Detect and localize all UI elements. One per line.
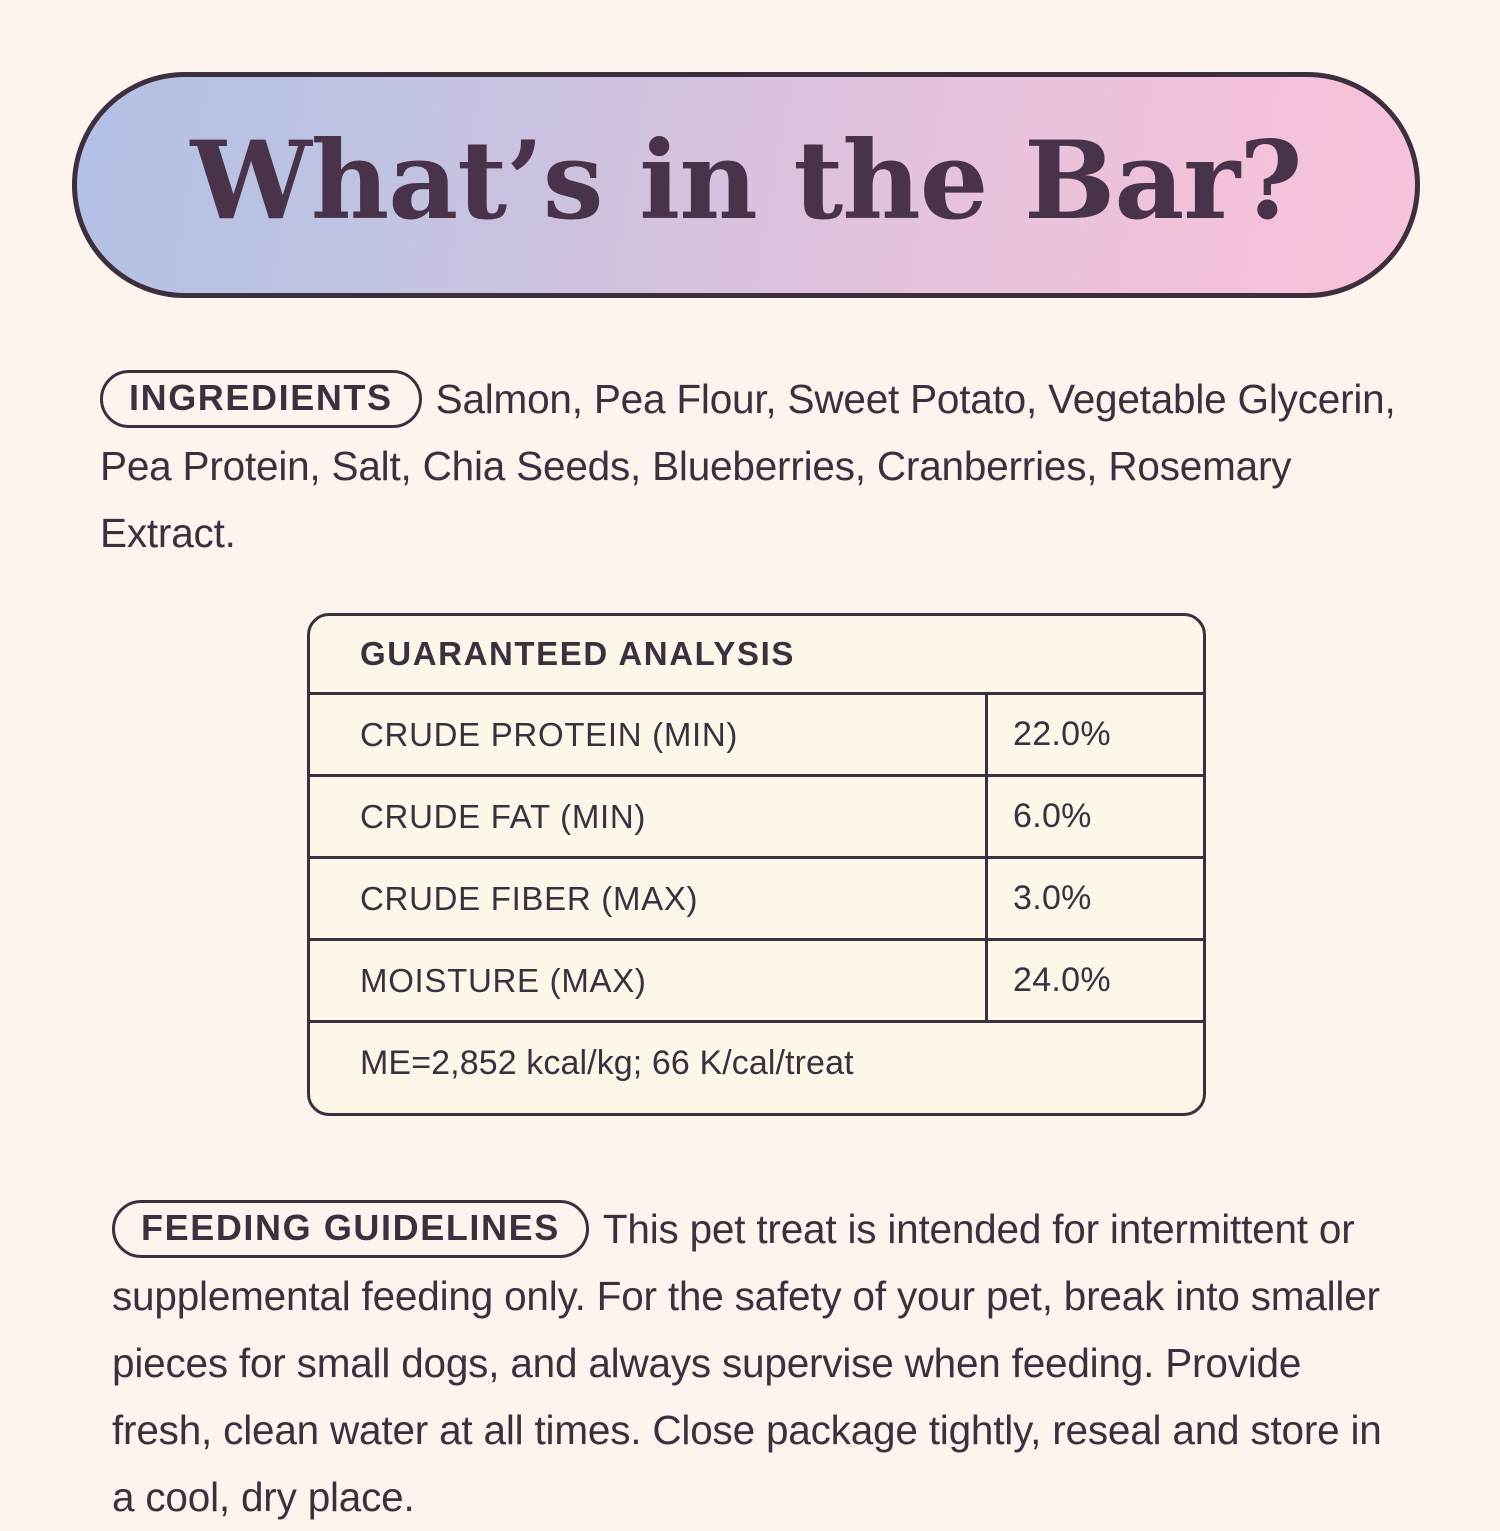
- metabolizable-energy-note: ME=2,852 kcal/kg; 66 K/cal/treat: [310, 1020, 1203, 1104]
- nutrient-label: CRUDE FAT (MIN): [360, 797, 647, 835]
- table-row: CRUDE FAT (MIN) 6.0%: [310, 774, 1203, 856]
- header-banner: What’s in the Bar?: [72, 72, 1420, 298]
- guaranteed-analysis-table: GUARANTEED ANALYSIS CRUDE PROTEIN (MIN) …: [307, 613, 1206, 1116]
- nutrient-value: 24.0%: [985, 941, 1203, 1020]
- nutrient-value: 3.0%: [985, 859, 1203, 938]
- nutrient-value: 6.0%: [985, 777, 1203, 856]
- table-row: MOISTURE (MAX) 24.0%: [310, 938, 1203, 1020]
- nutrient-label: MOISTURE (MAX): [360, 961, 647, 999]
- ingredients-section: INGREDIENTS Salmon, Pea Flour, Sweet Pota…: [100, 366, 1420, 567]
- nutrient-value: 22.0%: [985, 695, 1203, 774]
- ingredients-badge: INGREDIENTS: [100, 370, 422, 429]
- nutrient-label: CRUDE FIBER (MAX): [360, 879, 699, 917]
- feeding-guidelines-badge: FEEDING GUIDELINES: [112, 1200, 589, 1259]
- nutrient-label: CRUDE PROTEIN (MIN): [360, 715, 739, 753]
- table-row: CRUDE FIBER (MAX) 3.0%: [310, 856, 1203, 938]
- feeding-guidelines-section: FEEDING GUIDELINES This pet treat is inte…: [112, 1196, 1412, 1531]
- label-page: What’s in the Bar? INGREDIENTS Salmon, Pe…: [72, 72, 1420, 1520]
- ingredients-text: Salmon, Pea Flour, Sweet Potato, Vegetab…: [100, 376, 1396, 556]
- table-row: CRUDE PROTEIN (MIN) 22.0%: [310, 692, 1203, 774]
- page-title: What’s in the Bar?: [190, 118, 1303, 244]
- guaranteed-analysis-heading: GUARANTEED ANALYSIS: [360, 635, 796, 672]
